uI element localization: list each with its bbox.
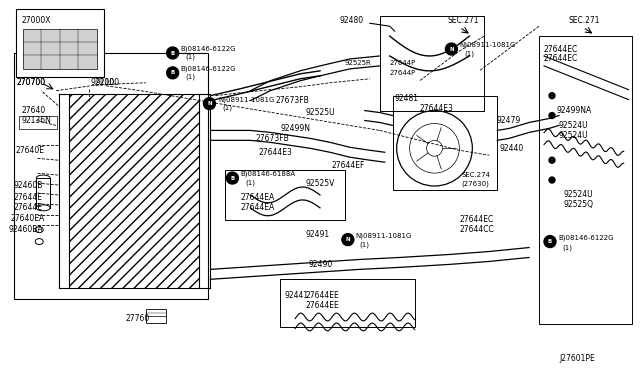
Circle shape <box>544 235 556 247</box>
Text: 27644EF: 27644EF <box>332 161 365 170</box>
Ellipse shape <box>35 238 44 244</box>
Bar <box>146 309 166 323</box>
Text: (1): (1) <box>186 74 196 80</box>
Text: B: B <box>230 176 234 180</box>
Text: 27644EA: 27644EA <box>241 193 275 202</box>
Text: 27644E3: 27644E3 <box>420 104 454 113</box>
Text: (1): (1) <box>465 51 474 57</box>
Text: 92524U: 92524U <box>559 121 589 130</box>
Text: 27644EE: 27644EE <box>305 301 339 310</box>
Bar <box>69 94 198 288</box>
Text: SEC.271: SEC.271 <box>569 16 600 25</box>
Text: 27644E: 27644E <box>13 193 42 202</box>
Bar <box>17 9 104 77</box>
Text: 92524U: 92524U <box>559 131 589 140</box>
Text: 27644EC: 27644EC <box>543 45 577 54</box>
Bar <box>19 116 57 129</box>
Text: B)08146-6122G: B)08146-6122G <box>558 234 614 241</box>
Text: 92525R: 92525R <box>345 60 372 66</box>
Text: 270700: 270700 <box>17 78 45 87</box>
Text: 92480: 92480 <box>340 16 364 25</box>
Text: B: B <box>170 51 175 55</box>
Text: 92479: 92479 <box>496 116 520 125</box>
Text: (1): (1) <box>562 244 572 251</box>
Text: B)08146-6122G: B)08146-6122G <box>180 65 236 72</box>
Text: 92460BA: 92460BA <box>8 225 43 234</box>
Text: B: B <box>548 239 552 244</box>
Text: N)08911-1081G: N)08911-1081G <box>460 42 516 48</box>
Text: SEC.271: SEC.271 <box>447 16 479 25</box>
Circle shape <box>166 67 179 79</box>
Circle shape <box>166 47 179 59</box>
Text: N: N <box>449 46 454 52</box>
Text: 27673FB: 27673FB <box>275 96 309 105</box>
Text: (27630): (27630) <box>461 181 489 187</box>
Text: 92525U: 92525U <box>305 108 335 117</box>
Text: N: N <box>346 237 350 242</box>
Text: 92100: 92100 <box>96 78 120 87</box>
Text: 27644EC: 27644EC <box>543 54 577 64</box>
Ellipse shape <box>35 227 44 232</box>
Text: 27000X: 27000X <box>21 16 51 25</box>
Text: 92499NA: 92499NA <box>557 106 592 115</box>
Text: 92525V: 92525V <box>305 179 335 187</box>
Text: J27601PE: J27601PE <box>559 354 595 363</box>
Text: 92441: 92441 <box>284 291 308 300</box>
Text: N: N <box>207 101 212 106</box>
Text: 92524U: 92524U <box>564 190 593 199</box>
Bar <box>36 178 50 208</box>
Text: SEC.274: SEC.274 <box>461 172 490 178</box>
Bar <box>280 279 415 327</box>
Circle shape <box>549 93 555 99</box>
Ellipse shape <box>36 205 50 211</box>
Text: 92491: 92491 <box>305 230 329 239</box>
Text: 27644P: 27644P <box>390 60 416 66</box>
Text: 92525Q: 92525Q <box>564 201 594 209</box>
Circle shape <box>549 113 555 119</box>
Circle shape <box>227 172 238 184</box>
Bar <box>225 170 345 220</box>
Text: 27640: 27640 <box>21 106 45 115</box>
Text: 27644P: 27644P <box>390 70 416 76</box>
Circle shape <box>204 98 216 110</box>
Text: B: B <box>170 70 175 76</box>
Text: (1): (1) <box>186 54 196 60</box>
Text: (1): (1) <box>245 180 255 186</box>
Text: (1): (1) <box>223 104 232 111</box>
Text: (1): (1) <box>360 241 370 248</box>
Text: N)08911-1081G: N)08911-1081G <box>356 232 412 239</box>
Text: 27673FB: 27673FB <box>255 134 289 143</box>
Text: 27644E3: 27644E3 <box>259 148 292 157</box>
Text: 92460B: 92460B <box>13 180 43 189</box>
Text: 27644EA: 27644EA <box>241 203 275 212</box>
Circle shape <box>549 157 555 163</box>
Bar <box>380 16 484 110</box>
Text: 27644CC: 27644CC <box>460 225 494 234</box>
Text: B)08146-6122G: B)08146-6122G <box>180 46 236 52</box>
Circle shape <box>342 234 354 246</box>
Circle shape <box>549 177 555 183</box>
Text: 27760: 27760 <box>126 314 150 324</box>
Text: 27640E: 27640E <box>15 146 44 155</box>
Text: 92490: 92490 <box>308 260 332 269</box>
Text: 92100: 92100 <box>91 78 115 87</box>
Text: B)08146-6188A: B)08146-6188A <box>241 171 296 177</box>
Text: 92481: 92481 <box>395 94 419 103</box>
Text: 92499N: 92499N <box>280 124 310 133</box>
Bar <box>539 36 632 324</box>
Text: 92136N: 92136N <box>21 116 51 125</box>
Text: N)08911-1081G: N)08911-1081G <box>218 96 275 103</box>
Text: 27640EA: 27640EA <box>10 214 45 223</box>
Text: 27644EC: 27644EC <box>460 215 493 224</box>
Bar <box>393 96 497 190</box>
Text: 27644EE: 27644EE <box>305 291 339 300</box>
Text: 27644E: 27644E <box>13 203 42 212</box>
Circle shape <box>445 43 458 55</box>
Bar <box>14 53 209 299</box>
Bar <box>23 29 97 69</box>
Text: 270700: 270700 <box>17 78 45 87</box>
Text: 92440: 92440 <box>499 144 524 153</box>
Ellipse shape <box>36 175 50 181</box>
